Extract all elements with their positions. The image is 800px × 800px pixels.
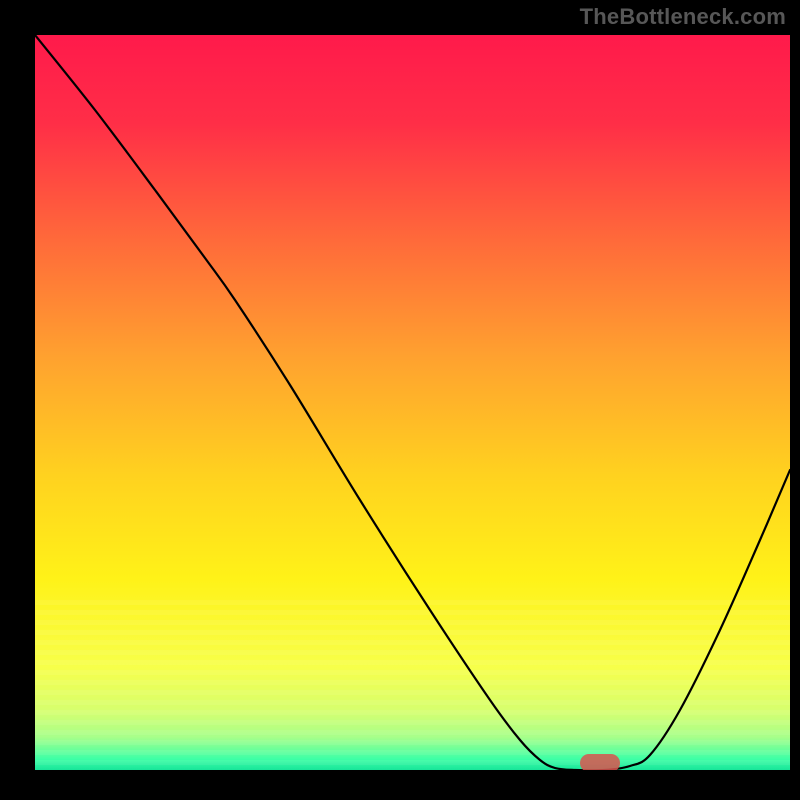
optimal-marker [580,754,620,772]
gradient-background [35,35,790,770]
chart-stage: TheBottleneck.com [0,0,800,800]
plot-area [35,35,790,772]
bottleneck-chart-svg [0,0,800,800]
watermark-text: TheBottleneck.com [580,4,786,30]
gradient-stripes [35,600,790,765]
